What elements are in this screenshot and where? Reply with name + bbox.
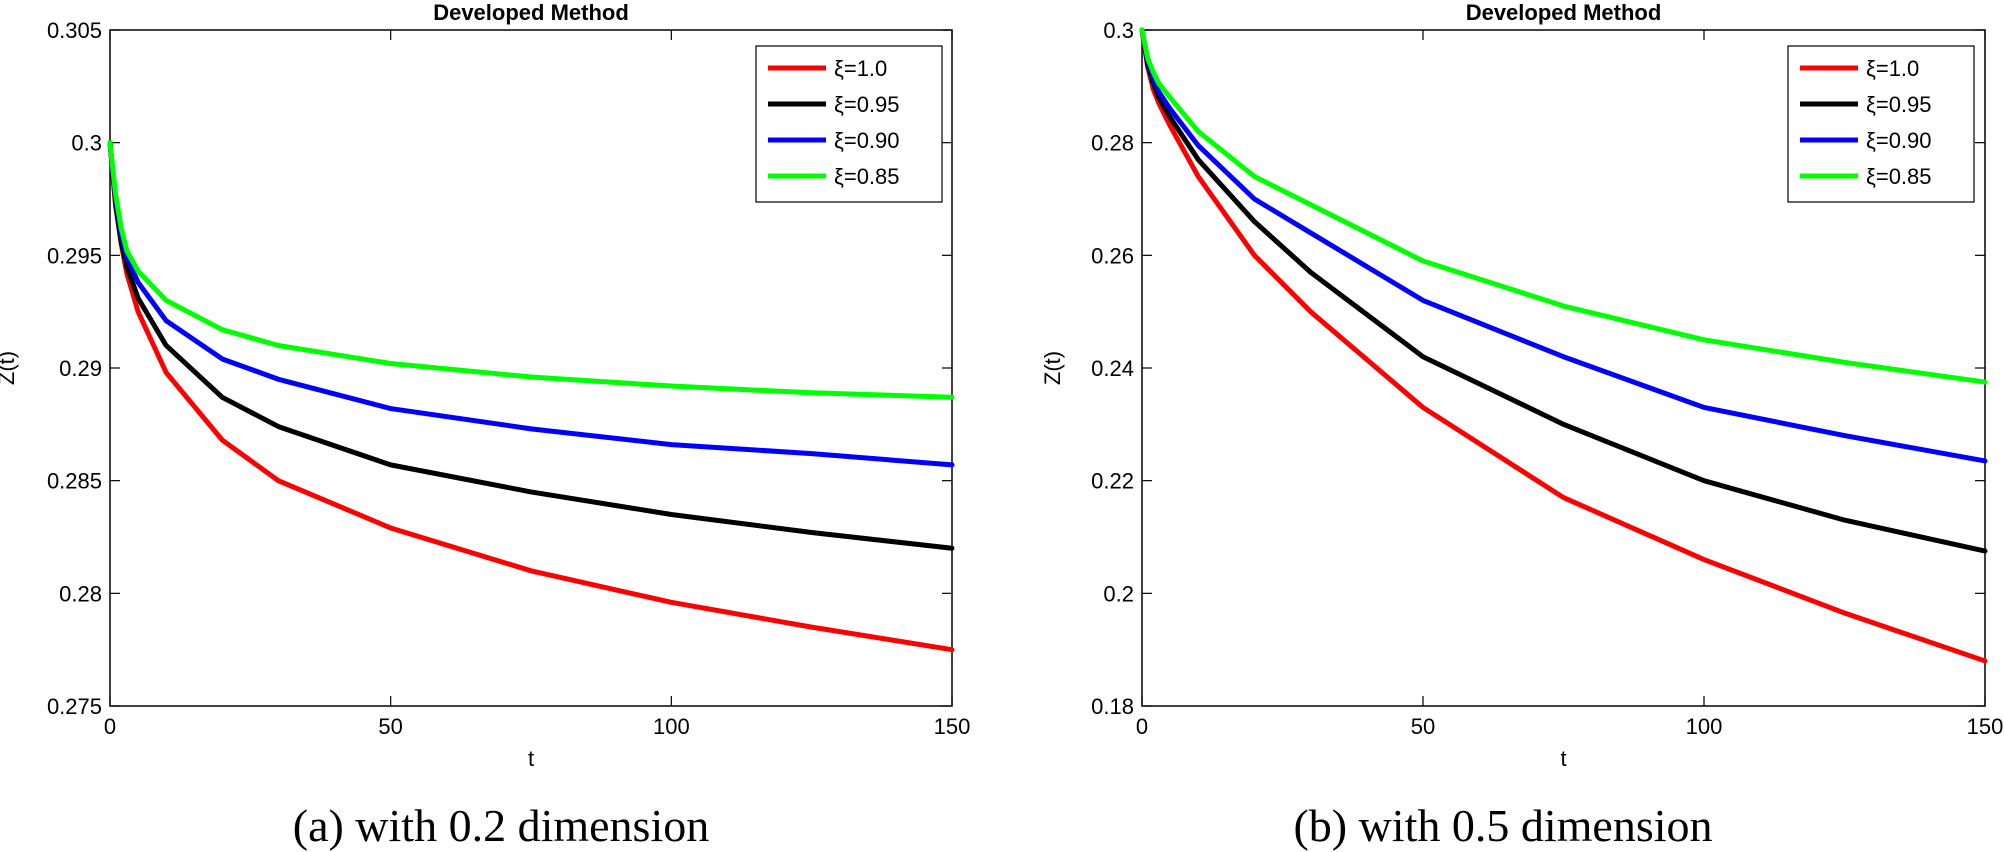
- y-tick-label: 0.26: [1091, 243, 1134, 268]
- x-tick-label: 0: [104, 714, 116, 739]
- y-tick-label: 0.3: [1103, 18, 1134, 43]
- x-axis-label: t: [528, 746, 534, 771]
- series-line-3: [1139, 27, 1988, 464]
- y-tick-label: 0.22: [1091, 469, 1134, 494]
- x-tick-label: 50: [1411, 714, 1435, 739]
- x-tick-label: 0: [1136, 714, 1148, 739]
- legend-label-2: ξ=0.95: [834, 92, 900, 117]
- legend-label-4: ξ=0.85: [834, 164, 900, 189]
- y-tick-label: 0.275: [47, 694, 102, 719]
- caption-a: (a) with 0.2 dimension: [292, 800, 710, 851]
- y-tick-label: 0.2: [1103, 581, 1134, 606]
- legend-label-3: ξ=0.90: [1866, 128, 1932, 153]
- caption-b: (b) with 0.5 dimension: [1293, 800, 1713, 851]
- y-tick-label: 0.305: [47, 18, 102, 43]
- legend-label-2: ξ=0.95: [1866, 92, 1932, 117]
- y-tick-label: 0.3: [71, 131, 102, 156]
- chart-title: Developed Method: [1466, 0, 1662, 25]
- series-line-4: [107, 140, 955, 400]
- x-tick-label: 100: [653, 714, 690, 739]
- y-tick-label: 0.18: [1091, 694, 1134, 719]
- legend-label-1: ξ=1.0: [1866, 56, 1919, 81]
- y-tick-label: 0.24: [1091, 356, 1134, 381]
- y-axis-label: Z(t): [1040, 351, 1065, 385]
- x-tick-label: 100: [1686, 714, 1723, 739]
- x-tick-label: 150: [934, 714, 971, 739]
- y-tick-label: 0.28: [59, 581, 102, 606]
- chart-panel-b: Developed Method 0.18 0.2 0.22 0.24 0.26 0.28 0…: [1040, 0, 2004, 771]
- x-axis-label: t: [1560, 746, 1566, 771]
- x-tick-label: 50: [378, 714, 402, 739]
- x-tick-label: 150: [1967, 714, 2004, 739]
- y-tick-label: 0.285: [47, 469, 102, 494]
- y-tick-label: 0.295: [47, 243, 102, 268]
- y-tick-label: 0.28: [1091, 131, 1134, 156]
- y-tick-label: 0.29: [59, 356, 102, 381]
- series-line-4: [1139, 27, 1988, 385]
- legend-label-4: ξ=0.85: [1866, 164, 1932, 189]
- legend-label-3: ξ=0.90: [834, 128, 900, 153]
- y-axis-label: Z(t): [0, 351, 19, 385]
- legend-label-1: ξ=1.0: [834, 56, 887, 81]
- chart-title: Developed Method: [433, 0, 629, 25]
- chart-panel-a: Developed Method 0.275 0.28 0.285 0.29 0.295 0…: [0, 0, 971, 771]
